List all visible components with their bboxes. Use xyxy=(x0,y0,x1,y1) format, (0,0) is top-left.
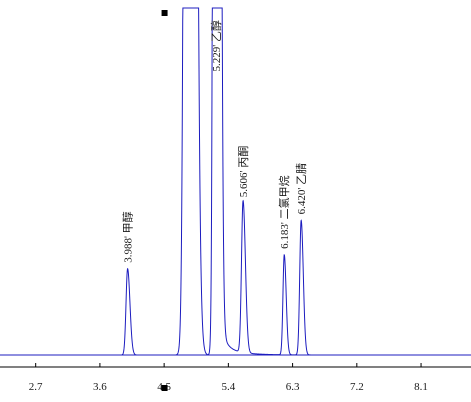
axis-layer: 2.73.64.55.46.37.28.1 xyxy=(0,354,471,393)
chromatogram-trace xyxy=(0,7,471,356)
trace-layer xyxy=(0,7,471,356)
peak-label: 3.988' 甲醇 xyxy=(121,211,135,262)
peak-label: 5.606' 丙酮 xyxy=(237,146,250,197)
x-tick-label: 6.3 xyxy=(286,381,300,393)
solvent-marker xyxy=(161,385,168,391)
x-tick-label: 2.7 xyxy=(29,381,43,393)
x-tick-label: 8.1 xyxy=(414,381,428,393)
peak-label: 6.183' 二氯甲烷 xyxy=(277,175,291,248)
peak-label: 6.420' 乙腈 xyxy=(295,163,308,214)
x-tick-label: 5.4 xyxy=(221,381,235,393)
marker-layer xyxy=(161,10,168,391)
solvent-marker xyxy=(161,10,168,16)
x-tick-label: 3.6 xyxy=(93,381,107,393)
label-layer: 3.988' 甲醇 5.229' 乙醇 5.606' 丙酮 6.183' 二氯甲烷 6.… xyxy=(121,20,309,263)
peak-label: 5.229' 乙醇 xyxy=(209,20,223,71)
x-tick-label: 7.2 xyxy=(350,381,364,393)
